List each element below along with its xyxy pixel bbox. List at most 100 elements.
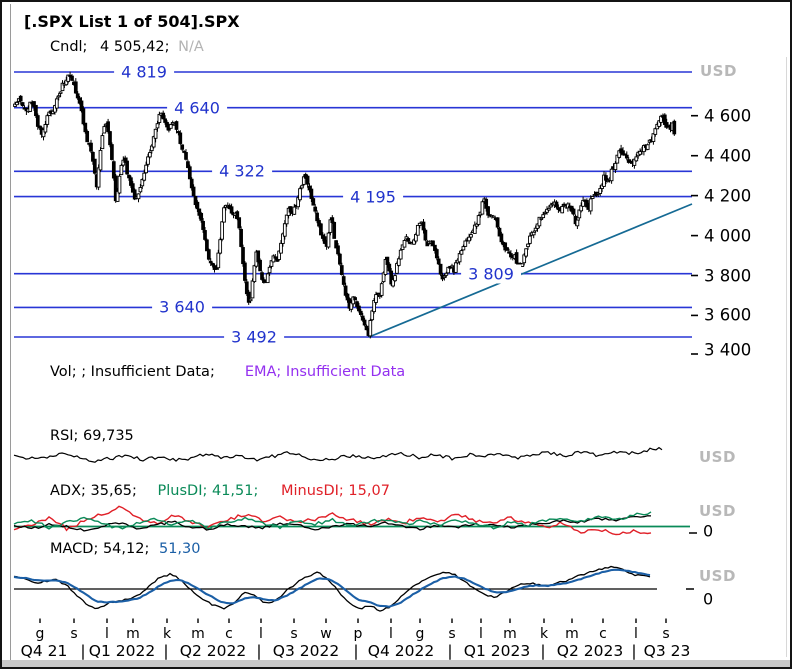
price-level-label[interactable]: 3 809: [461, 264, 521, 284]
candle-body: [138, 187, 143, 193]
candle-body: [18, 95, 23, 102]
candle-body: [326, 232, 331, 248]
x-axis-quarter-label: Q1 2023: [463, 642, 531, 660]
y-axis-tick-label: 3 800: [704, 266, 752, 285]
price-level-label[interactable]: 3 492: [224, 327, 284, 347]
candle-body: [214, 267, 219, 270]
candle-body: [491, 215, 496, 218]
candle-body: [35, 115, 40, 127]
candle-body: [20, 102, 25, 107]
candle-body: [332, 221, 337, 239]
candle-body: [203, 230, 207, 240]
window-left-border: [10, 4, 11, 660]
candle-body: [70, 75, 74, 81]
candle-body: [298, 188, 302, 201]
candle-body: [560, 206, 565, 214]
candle-body: [330, 217, 335, 224]
candle-body: [142, 172, 147, 181]
candle-body: [343, 285, 348, 296]
macd-legend-label: MACD; 54,12;: [50, 541, 150, 557]
candle-body: [353, 297, 357, 301]
candle-body: [621, 150, 625, 155]
rsi-currency-label: USD: [699, 448, 736, 466]
candle-body: [423, 229, 428, 241]
candle-body: [85, 130, 90, 143]
candle-body: [417, 222, 422, 226]
candle-body: [43, 124, 48, 133]
candle-body: [237, 217, 242, 229]
candle-body: [362, 319, 367, 326]
candle-body: [92, 158, 97, 174]
candle-body: [444, 272, 449, 276]
candle-body: [604, 175, 608, 181]
candle-body: [476, 215, 481, 225]
x-axis-quarter-separator: |: [540, 642, 546, 660]
trendline[interactable]: [368, 203, 693, 338]
x-axis-quarter-label: Q2 2022: [179, 642, 247, 660]
candle-body: [545, 208, 549, 213]
candle-body: [389, 270, 394, 285]
candle-body: [119, 164, 124, 176]
price-level-label[interactable]: 4 640: [167, 98, 227, 118]
x-axis-month-label: m: [503, 626, 517, 642]
price-level-label[interactable]: 4 195: [343, 187, 403, 207]
candle-body: [220, 221, 224, 240]
candle-body: [178, 132, 183, 144]
candle-body: [157, 113, 162, 123]
candle-body: [398, 249, 403, 260]
candle-body: [463, 240, 468, 247]
y-axis-tick-label: 4 200: [704, 186, 752, 206]
candle-body: [467, 236, 471, 242]
candle-body: [161, 112, 166, 120]
candle-body: [319, 223, 323, 236]
x-axis-quarter-label: Q4 21: [20, 642, 68, 660]
candle-body: [282, 223, 287, 237]
candle-body: [277, 250, 281, 260]
candle-body: [111, 161, 116, 179]
candle-body: [554, 201, 559, 208]
candle-body: [125, 160, 129, 175]
candle-body: [322, 236, 327, 244]
candle-body: [364, 325, 369, 331]
price-level-label[interactable]: 4 322: [212, 161, 272, 181]
candle-body: [187, 166, 192, 180]
candle-body: [598, 188, 603, 194]
candle-body: [480, 201, 485, 215]
candle-body: [433, 244, 437, 251]
candle-body: [184, 152, 188, 160]
candle-body: [81, 108, 86, 125]
adx-currency-label: USD: [699, 502, 736, 520]
candle-body: [176, 131, 181, 134]
candle-body: [328, 219, 333, 233]
candle-body: [461, 246, 466, 251]
ema-legend-label: EMA; Insufficient Data: [244, 364, 406, 380]
candle-body: [108, 131, 112, 146]
candle-body: [45, 115, 50, 125]
candle-body: [406, 238, 411, 242]
candle-body: [174, 121, 179, 130]
candle-body: [590, 196, 595, 199]
x-axis-month-label: l: [479, 626, 483, 642]
candle-body: [372, 300, 376, 313]
price-level-label[interactable]: 4 819: [114, 62, 174, 82]
candle-body: [54, 98, 59, 109]
volume-legend-label: Vol; ; Insufficient Data;: [50, 364, 215, 380]
candle-body: [56, 95, 61, 98]
window-title[interactable]: [.SPX List 1 of 504].SPX: [24, 12, 240, 31]
candle-body: [34, 104, 38, 117]
rsi-legend: RSI; 69,735: [50, 428, 134, 444]
x-axis-month-label: g: [35, 626, 45, 642]
candle-body: [148, 152, 152, 158]
candle-body: [503, 242, 508, 251]
candle-body: [547, 207, 551, 211]
macd-signal-line: [13, 568, 651, 608]
candle-body: [562, 203, 566, 206]
candle-body: [32, 101, 36, 108]
price-level-label[interactable]: 3 640: [152, 297, 212, 317]
macd-legend: MACD; 54,12; 51,30: [50, 541, 200, 557]
candle-body: [265, 273, 270, 284]
candle-body: [110, 144, 114, 160]
candle-body: [609, 168, 614, 182]
candle-body: [507, 251, 511, 254]
